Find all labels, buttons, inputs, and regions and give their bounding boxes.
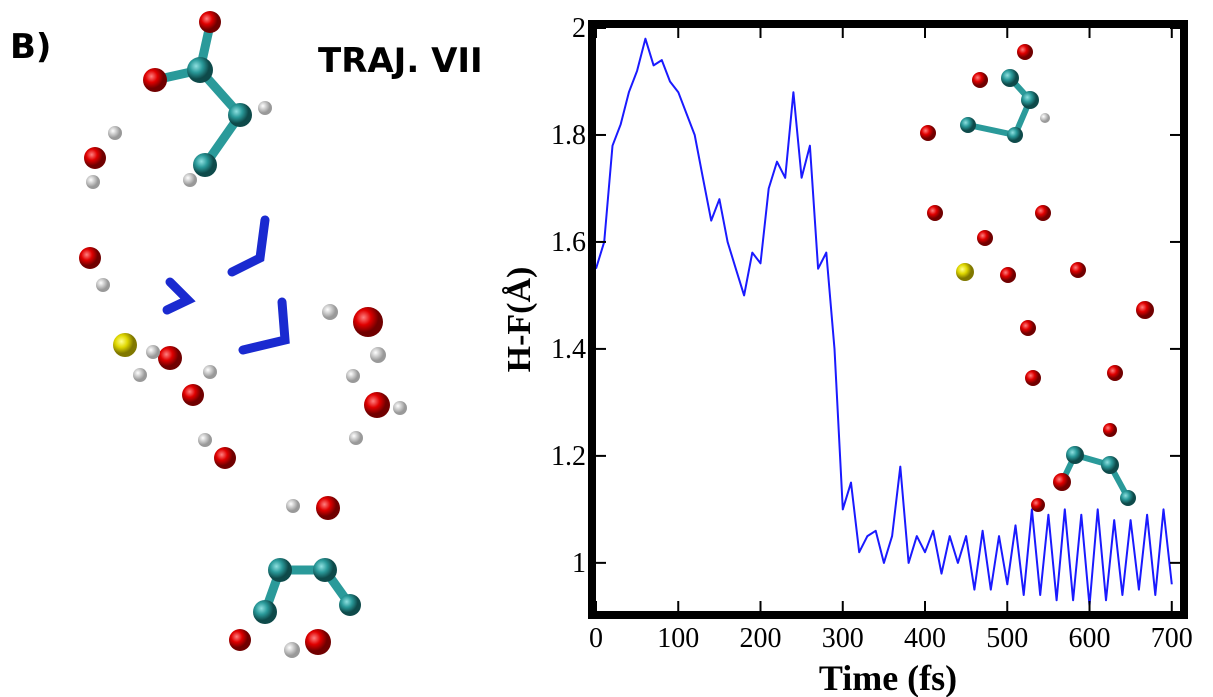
x-tick-label: 400 [904,623,946,654]
y-tick-label: 1.2 [551,441,586,472]
y-tick-label: 1.4 [551,334,586,365]
x-tick-label: 600 [1069,623,1111,654]
x-tick-label: 700 [1151,623,1193,654]
plot-frame [592,24,1184,615]
x-tick-label: 0 [589,623,603,654]
x-tick-label: 200 [740,623,782,654]
y-tick-label: 2 [572,13,586,44]
x-tick-label: 500 [986,623,1028,654]
chart-title: TRAJ. VII [318,41,483,81]
x-tick-label: 300 [822,623,864,654]
y-tick-label: 1.6 [551,227,586,258]
panel-label: B) [10,27,51,67]
x-axis-label: Time (fs) [819,658,957,697]
inset-molecules [920,44,1154,512]
y-tick-label: 1.8 [551,120,586,151]
molecule-illustration [79,11,407,658]
y-tick-label: 1 [572,548,586,579]
figure: B) TRAJ. VII 1 1.2 1.4 1.6 1.8 2 0 100 200 300 400… [0,0,1213,697]
y-axis-label: H-F(Å) [501,267,538,373]
plot-area: 1 1.2 1.4 1.6 1.8 2 0 100 200 300 400 500 600 700 Time… [501,13,1193,697]
data-line [596,39,1172,606]
x-tick-label: 100 [657,623,699,654]
